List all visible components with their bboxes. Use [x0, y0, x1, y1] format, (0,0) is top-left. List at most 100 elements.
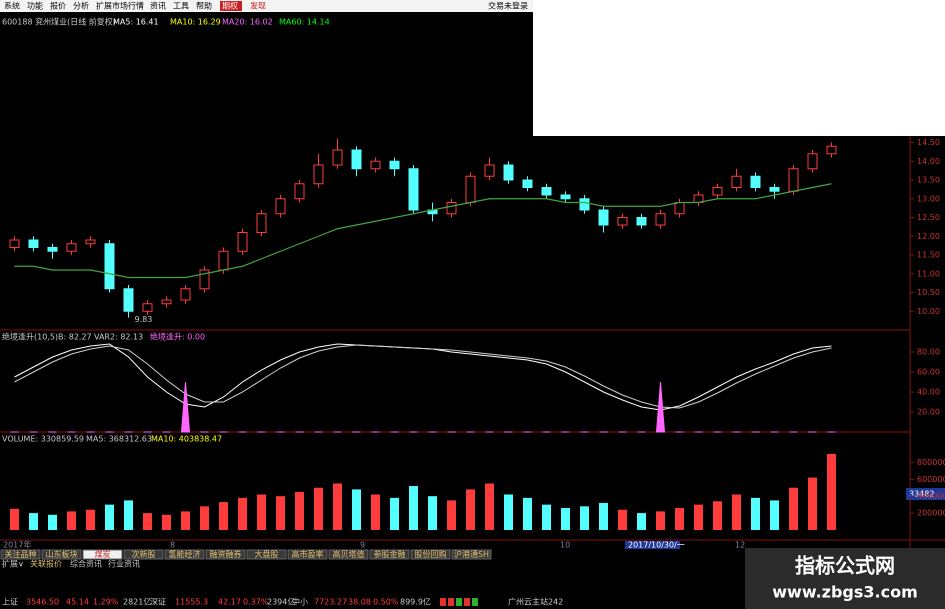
- volume-bar: [238, 497, 247, 530]
- menu-item[interactable]: 功能: [27, 1, 43, 11]
- menu-item[interactable]: 分析: [73, 1, 89, 11]
- tab[interactable]: [41, 549, 82, 560]
- candle-body: [807, 153, 818, 170]
- tab-label[interactable]: 参股金融: [374, 549, 406, 559]
- tab-label[interactable]: 股份回购: [415, 549, 447, 559]
- x-label: 10: [560, 541, 570, 550]
- candle-body: [598, 209, 609, 226]
- menu-item[interactable]: 报价: [50, 1, 66, 11]
- candle-body: [161, 299, 172, 305]
- status-item: 中小: [292, 597, 308, 607]
- tab-label[interactable]: 大盘股: [255, 549, 279, 559]
- tab[interactable]: [287, 549, 328, 560]
- sub-tab[interactable]: 关联报价: [30, 559, 62, 569]
- status-block: [472, 598, 478, 606]
- tab-label[interactable]: 煤炭: [95, 549, 111, 559]
- ma60-line: [14, 183, 832, 279]
- volume-legend: MA10: 403838.47: [151, 435, 222, 444]
- volume-bar: [67, 511, 76, 530]
- menu-item[interactable]: 帮助: [196, 1, 212, 11]
- tab[interactable]: [410, 549, 451, 560]
- y-tick-label: 10.50: [917, 288, 940, 297]
- blank-area: [533, 0, 945, 136]
- status-block: [440, 598, 446, 606]
- y-tick-label: 14.50: [917, 138, 940, 147]
- status-item: 1.29%: [93, 598, 119, 607]
- indicator-legend: B: 82.27: [58, 333, 92, 342]
- volume-bar: [770, 500, 779, 530]
- tab[interactable]: [246, 549, 287, 560]
- tab-label[interactable]: 次新股: [132, 549, 156, 559]
- volume-bar: [485, 483, 494, 530]
- ma-legend: MA20: 16.02: [222, 18, 273, 27]
- tab[interactable]: [0, 549, 41, 560]
- candle-body: [408, 168, 419, 211]
- volume-bar: [181, 511, 190, 530]
- menu-item[interactable]: 发现: [250, 1, 266, 11]
- candle-body: [579, 198, 590, 211]
- volume-bar: [257, 494, 266, 530]
- sub-tab[interactable]: 行业资讯: [108, 559, 140, 569]
- candle-body: [522, 179, 533, 188]
- y-tick-label: 13.00: [917, 194, 940, 203]
- status-item: 3546.50: [26, 598, 59, 607]
- candle-body: [446, 202, 457, 215]
- menu-item[interactable]: 期权: [222, 1, 238, 11]
- login-status[interactable]: 交易未登录: [488, 1, 528, 11]
- tab[interactable]: [369, 549, 410, 560]
- candle-body: [294, 183, 305, 200]
- volume-bar: [523, 497, 532, 530]
- menu-highlight: [220, 1, 242, 11]
- candle-body: [218, 250, 229, 271]
- menu-item[interactable]: 系统: [4, 1, 20, 11]
- volume-bar: [29, 513, 38, 530]
- volume-bar: [542, 504, 551, 530]
- tab[interactable]: [164, 549, 205, 560]
- volume-marker-box: [906, 488, 945, 500]
- status-item: 45.14: [66, 598, 89, 607]
- menu-item[interactable]: 工具: [173, 2, 189, 11]
- volume-bar: [732, 494, 741, 530]
- volume-bar: [333, 483, 342, 530]
- volume-bar: [561, 508, 570, 530]
- tab-label[interactable]: 氢能经济: [169, 549, 201, 559]
- status-item: 11555.3: [175, 598, 208, 607]
- candle-body: [370, 160, 381, 170]
- tab[interactable]: [205, 549, 246, 560]
- candle-body: [750, 175, 761, 188]
- volume-bar: [314, 487, 323, 530]
- volume-bar: [352, 489, 361, 530]
- tab-label[interactable]: 山东板块: [46, 549, 78, 559]
- tab[interactable]: [328, 549, 369, 560]
- volume-bar: [466, 489, 475, 530]
- y-tick-label: 80.00: [917, 348, 940, 357]
- candle-body: [47, 247, 58, 252]
- tab-label[interactable]: 关注品种: [5, 549, 37, 559]
- tab-label[interactable]: 高市盈率: [292, 549, 324, 559]
- tab[interactable]: [451, 549, 492, 560]
- sub-tab[interactable]: 综合资讯: [70, 559, 102, 569]
- menu-item[interactable]: 扩展市场行情: [96, 1, 144, 11]
- x-label: 2017/10/30/一: [628, 541, 685, 550]
- tab-label[interactable]: 沪港通SH: [454, 549, 489, 559]
- candle-body: [484, 164, 495, 177]
- menu-bar: [0, 0, 533, 12]
- volume-bar: [48, 514, 57, 530]
- volume-legend: MA5: 368312.63: [86, 435, 152, 444]
- tab-label[interactable]: 融资融券: [210, 549, 242, 559]
- y-tick-label: 200000: [917, 509, 945, 518]
- candle-body: [332, 149, 343, 166]
- candle-body: [655, 213, 666, 226]
- candle-body: [826, 145, 837, 155]
- tab[interactable]: [82, 549, 123, 560]
- volume-bar: [618, 509, 627, 530]
- menu-item[interactable]: 资讯: [150, 1, 166, 11]
- volume-bar: [371, 494, 380, 530]
- tab-label[interactable]: 高贝塔值: [333, 549, 365, 559]
- tab[interactable]: [123, 549, 164, 560]
- candle-body: [465, 175, 476, 203]
- sub-tab[interactable]: 扩展∨: [2, 559, 24, 569]
- volume-bar: [428, 496, 437, 530]
- ma-legend: MA10: 16.29: [170, 18, 221, 27]
- volume-bar: [637, 513, 646, 530]
